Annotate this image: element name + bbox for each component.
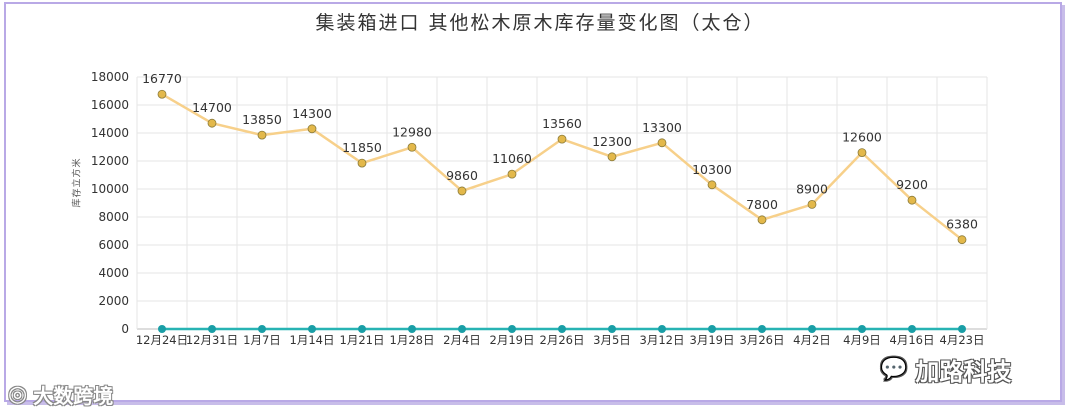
data-label: 14300 <box>292 106 332 121</box>
data-point <box>707 180 717 190</box>
chart-frame <box>4 2 1062 402</box>
data-point <box>808 325 816 333</box>
data-label: 13560 <box>542 116 582 131</box>
x-tick-label: 3月19日 <box>690 333 735 347</box>
x-tick-label: 1月7日 <box>243 333 281 347</box>
x-tick-label: 2月26日 <box>540 333 585 347</box>
x-tick-label: 1月21日 <box>340 333 385 347</box>
data-point <box>307 124 317 134</box>
data-label: 9860 <box>446 168 478 183</box>
x-tick-label: 3月5日 <box>593 333 631 347</box>
y-tick-label: 8000 <box>98 210 129 224</box>
x-tick-label: 12月31日 <box>186 333 238 347</box>
data-label: 11850 <box>342 140 382 155</box>
data-point <box>207 118 217 128</box>
x-tick-label: 4月23日 <box>940 333 985 347</box>
x-tick-label: 4月9日 <box>843 333 881 347</box>
data-point <box>958 325 966 333</box>
data-point <box>858 325 866 333</box>
data-point <box>458 325 466 333</box>
data-label: 16770 <box>142 71 182 86</box>
x-tick-label: 1月14日 <box>290 333 335 347</box>
y-tick-label: 2000 <box>98 294 129 308</box>
data-label: 11060 <box>492 151 532 166</box>
data-point <box>407 142 417 152</box>
x-tick-label: 2月4日 <box>443 333 481 347</box>
watermark-brand-text: 加路科技 <box>915 358 1012 386</box>
data-label: 9200 <box>896 177 928 192</box>
data-point <box>258 325 266 333</box>
data-point <box>857 148 867 158</box>
data-label: 12300 <box>592 134 632 149</box>
chart-title: 集装箱进口 其他松木原木库存量变化图（太仓） <box>315 12 765 34</box>
data-label: 12600 <box>842 130 882 145</box>
wechat-icon: 💬 <box>880 357 908 382</box>
data-point <box>257 130 267 140</box>
y-tick-label: 18000 <box>91 70 129 84</box>
y-tick-label: 6000 <box>98 238 129 252</box>
data-point <box>507 169 517 179</box>
data-point <box>208 325 216 333</box>
data-label: 13300 <box>642 120 682 135</box>
data-label: 6380 <box>946 217 978 232</box>
data-point <box>558 325 566 333</box>
data-point <box>508 325 516 333</box>
data-label: 8900 <box>796 181 828 196</box>
data-point <box>757 215 767 225</box>
x-tick-label: 3月12日 <box>640 333 685 347</box>
data-point <box>807 199 817 209</box>
y-tick-label: 0 <box>121 322 129 336</box>
data-label: 10300 <box>692 162 732 177</box>
data-label: 13850 <box>242 112 282 127</box>
data-label: 7800 <box>746 197 778 212</box>
x-tick-label: 3月26日 <box>740 333 785 347</box>
data-point <box>758 325 766 333</box>
y-tick-label: 4000 <box>98 266 129 280</box>
data-point <box>657 138 667 148</box>
data-point <box>158 325 166 333</box>
data-point <box>658 325 666 333</box>
y-tick-label: 14000 <box>91 126 129 140</box>
watermark-source-text: 大数跨境 <box>33 384 114 408</box>
data-point <box>957 235 967 245</box>
data-point <box>357 158 367 168</box>
x-tick-label: 1月28日 <box>390 333 435 347</box>
data-point <box>908 325 916 333</box>
data-label: 14700 <box>192 100 232 115</box>
x-tick-label: 12月24日 <box>136 333 188 347</box>
data-point <box>358 325 366 333</box>
x-tick-label: 4月16日 <box>890 333 935 347</box>
data-point <box>308 325 316 333</box>
data-point <box>907 195 917 205</box>
x-tick-label: 2月19日 <box>490 333 535 347</box>
watermark-brand: 💬 加路科技 <box>880 352 1011 387</box>
data-point <box>557 134 567 144</box>
data-point <box>408 325 416 333</box>
data-label: 12980 <box>392 124 432 139</box>
watermark-source: ◎ 大数跨境 <box>8 380 113 409</box>
x-tick-label: 4月2日 <box>793 333 831 347</box>
data-point <box>157 89 167 99</box>
data-point <box>608 325 616 333</box>
y-tick-label: 10000 <box>91 182 129 196</box>
logo-icon: ◎ <box>8 382 28 407</box>
y-tick-label: 16000 <box>91 98 129 112</box>
data-point <box>708 325 716 333</box>
data-point <box>457 186 467 196</box>
y-tick-label: 12000 <box>91 154 129 168</box>
data-point <box>607 152 617 162</box>
